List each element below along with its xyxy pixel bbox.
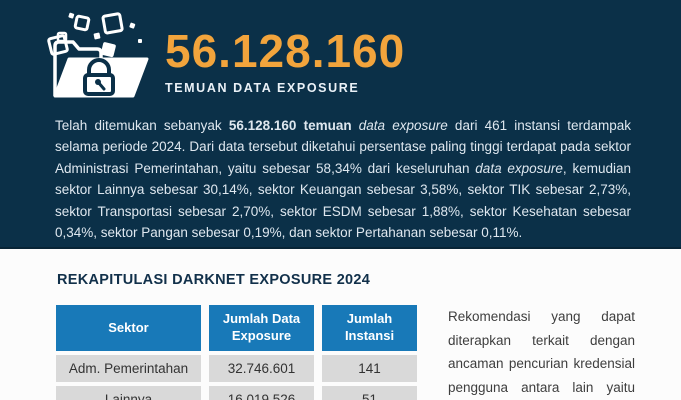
- paragraph-segment: data exposure: [475, 160, 563, 176]
- recommendation-paragraph: Rekomendasi yang dapat diterapkan terkai…: [448, 309, 635, 395]
- summary-paragraph: Telah ditemukan sebanyak 56.128.160 temu…: [55, 115, 631, 243]
- table-header-jumlah-data-exposure: Jumlah Data Exposure: [209, 305, 314, 351]
- recap-heading: REKAPITULASI DARKNET EXPOSURE 2024: [57, 272, 371, 288]
- table-cell: 32.746.601: [209, 355, 314, 382]
- content-row: Sektor Jumlah Data Exposure Jumlah Insta…: [56, 305, 635, 400]
- recap-section: REKAPITULASI DARKNET EXPOSURE 2024 Sekto…: [0, 249, 681, 400]
- hero-section: 56.128.160 TEMUAN DATA EXPOSURE Telah di…: [0, 0, 681, 249]
- hero-top: 56.128.160 TEMUAN DATA EXPOSURE: [45, 8, 631, 102]
- paragraph-segment: Telah ditemukan sebanyak: [55, 118, 229, 133]
- table-cell: Lainnya: [56, 386, 201, 400]
- darknet-exposure-table: Sektor Jumlah Data Exposure Jumlah Insta…: [56, 305, 417, 400]
- paragraph-segment: , kemudian sektor Lainnya sebesar 30,14%…: [55, 160, 631, 241]
- paragraph-segment: dari 461 instansi terdampak selama perio…: [55, 118, 632, 176]
- paragraph-segment: 56.128.160 temuan: [228, 118, 352, 133]
- table-cell: 51: [322, 386, 417, 400]
- hero-headline: 56.128.160 TEMUAN DATA EXPOSURE: [165, 28, 405, 95]
- exposure-count-label: TEMUAN DATA EXPOSURE: [165, 81, 360, 95]
- table-cell: Adm. Pemerintahan: [56, 355, 201, 382]
- table-row: Adm. Pemerintahan 32.746.601 141: [56, 355, 417, 382]
- exposure-count: 56.128.160: [165, 25, 406, 77]
- table-cell: 141: [322, 355, 417, 382]
- paragraph-segment: [352, 118, 359, 133]
- table-row: Lainnya 16.019.526 51: [56, 386, 417, 400]
- table-cell: 16.019.526: [209, 386, 314, 400]
- table-header-sektor: Sektor: [56, 305, 201, 351]
- table-header-row: Sektor Jumlah Data Exposure Jumlah Insta…: [56, 305, 417, 351]
- table-body: Adm. Pemerintahan 32.746.601 141 Lainnya 16.…: [56, 355, 417, 400]
- folder-lock-data-exposure-icon: [47, 12, 149, 98]
- table-header-jumlah-instansi: Jumlah Instansi: [322, 305, 417, 351]
- paragraph-segment: data exposure: [358, 118, 448, 133]
